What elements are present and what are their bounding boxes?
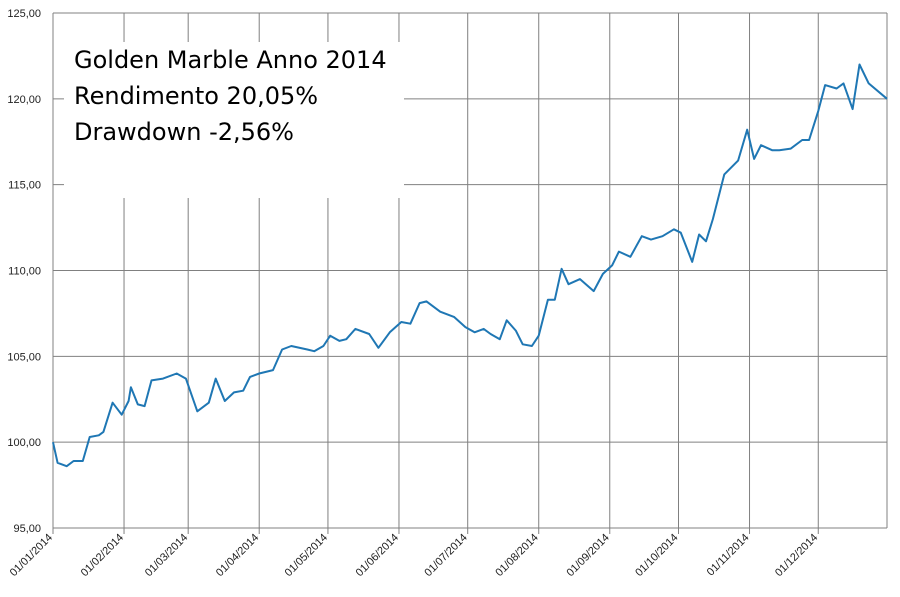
annotation-return: Rendimento 20,05% [74,82,319,110]
x-tick-label: 01/01/2014 [8,532,55,579]
y-tick-label: 100,00 [7,437,41,449]
series-line [52,63,888,468]
y-tick-label: 115,00 [8,180,41,192]
y-tick-label: 120,00 [7,94,41,106]
y-tick-label: 125,00 [7,8,41,20]
y-tick-label: 95,00 [13,523,41,535]
x-tick-label: 01/10/2014 [633,532,680,579]
x-axis-ticks: 01/01/2014 01/02/2014 01/03/2014 01/04/2014… [8,532,821,579]
x-tick-label: 01/06/2014 [354,532,401,579]
x-tick-label: 01/04/2014 [214,532,261,579]
x-tick-label: 01/05/2014 [283,532,330,579]
x-tick-label: 01/09/2014 [564,532,611,579]
y-axis-ticks: 95,00 100,00 105,00 110,00 115,00 120,00 125,0… [7,8,41,535]
x-tick-label: 01/12/2014 [773,532,820,579]
x-tick-label: 01/03/2014 [143,532,190,579]
chart-annotation: Golden Marble Anno 2014 Rendimento 20,05… [64,42,404,198]
x-tick-label: 01/11/2014 [705,532,752,579]
y-tick-label: 105,00 [7,351,41,363]
x-tick-label: 01/08/2014 [493,532,540,579]
annotation-title: Golden Marble Anno 2014 [74,46,387,74]
x-tick-label: 01/02/2014 [79,532,126,579]
y-tick-label: 110,00 [8,266,41,278]
x-tick-label: 01/07/2014 [422,532,469,579]
annotation-drawdown: Drawdown -2,56% [74,118,294,146]
